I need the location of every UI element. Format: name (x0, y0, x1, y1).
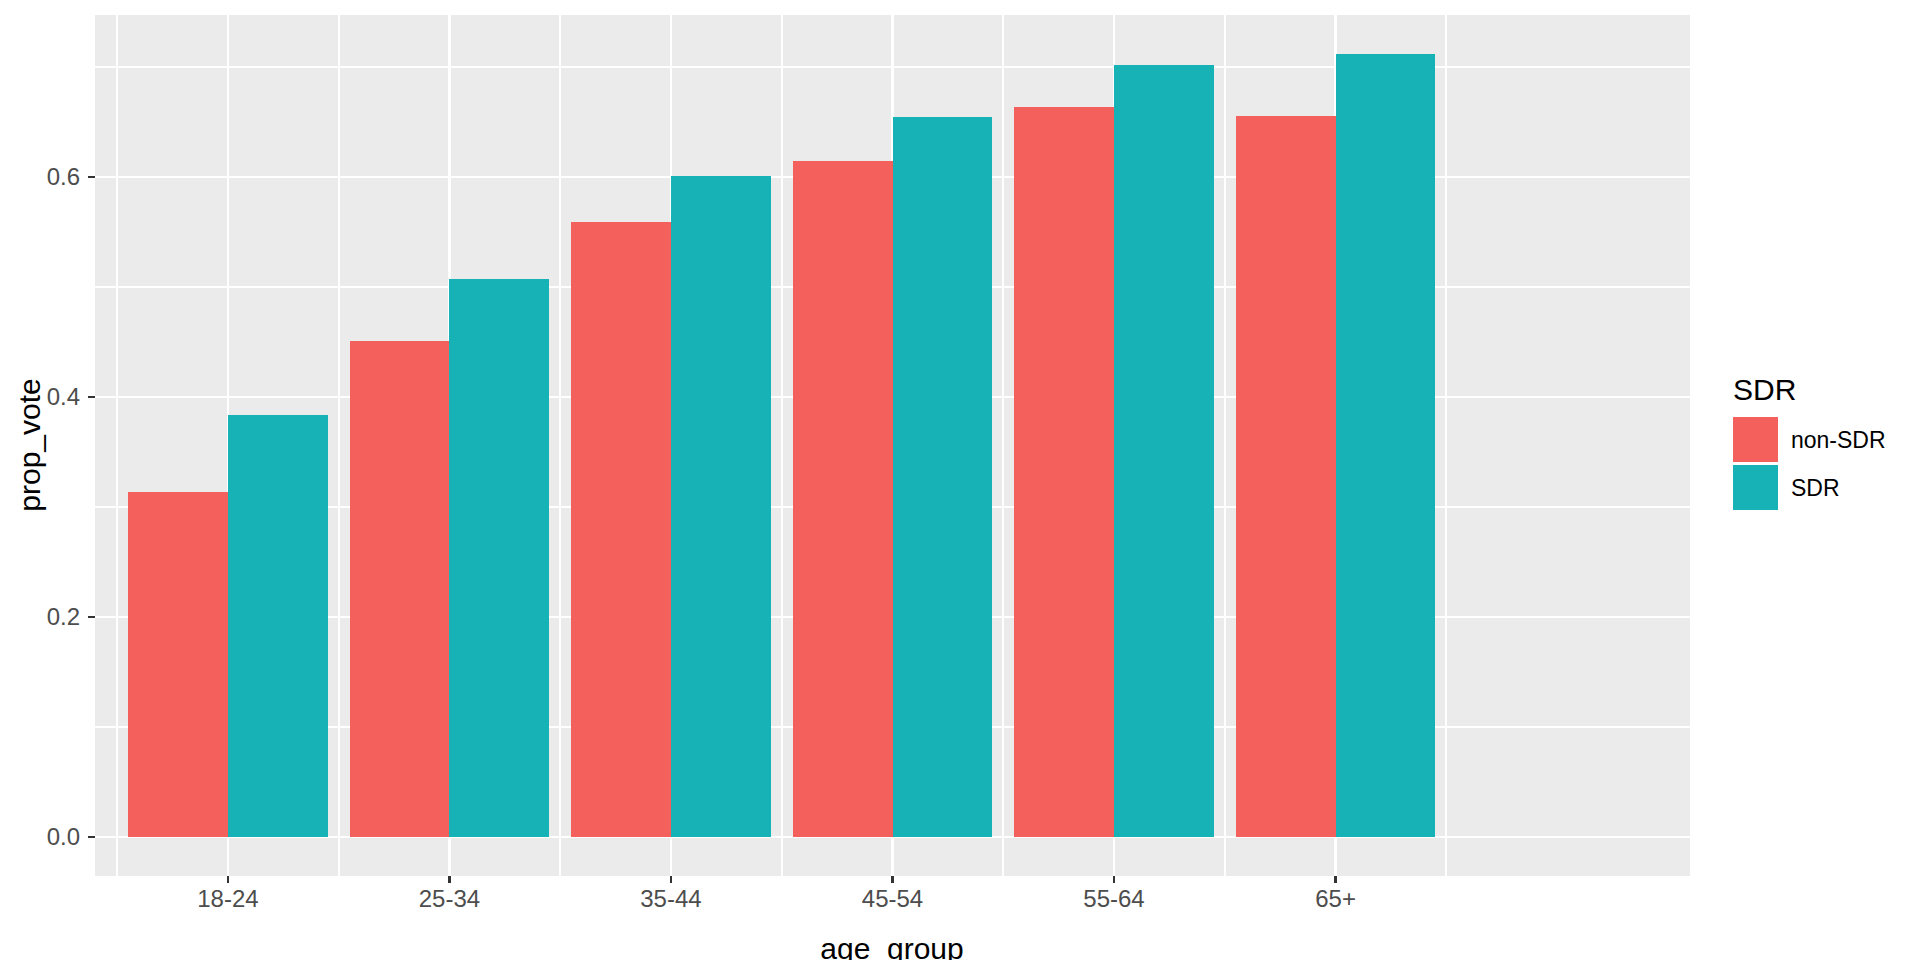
y-tick-label: 0.0 (10, 824, 80, 850)
bar-sdr-45-54 (893, 117, 993, 837)
minor-gridline-x (1445, 15, 1447, 876)
minor-gridline-x (559, 15, 561, 876)
bar-sdr-18-24 (228, 415, 328, 837)
minor-gridline-x (338, 15, 340, 876)
minor-gridline-x (781, 15, 783, 876)
y-tick-label: 0.2 (10, 604, 80, 630)
y-axis-tick (88, 396, 95, 399)
legend-label: non-SDR (1791, 428, 1886, 452)
legend-items: non-SDR SDR (1733, 417, 1886, 510)
minor-gridline-x (1224, 15, 1226, 876)
x-axis-tick (670, 876, 673, 883)
plot-panel (95, 15, 1690, 876)
x-axis-tick (1334, 876, 1337, 883)
x-axis-tick (891, 876, 894, 883)
bar-non-sdr-25-34 (350, 341, 450, 837)
legend-item-non-sdr: non-SDR (1733, 417, 1886, 462)
y-axis-tick (88, 176, 95, 179)
minor-gridline-x (116, 15, 118, 876)
y-axis-tick (88, 616, 95, 619)
bar-sdr-25-34 (449, 279, 549, 837)
x-axis-title: age_group (742, 934, 1042, 960)
x-tick-label: 25-34 (369, 886, 529, 912)
legend-title: SDR (1733, 375, 1886, 405)
bar-sdr-35-44 (671, 176, 771, 837)
bar-non-sdr-65+ (1236, 116, 1336, 837)
bar-non-sdr-35-44 (571, 222, 671, 837)
x-tick-label: 55-64 (1034, 886, 1194, 912)
y-axis-tick (88, 836, 95, 839)
legend-item-sdr: SDR (1733, 465, 1886, 510)
x-axis-tick (1113, 876, 1116, 883)
bar-non-sdr-55-64 (1014, 107, 1114, 837)
legend-key-swatch (1733, 417, 1778, 462)
x-axis-tick (448, 876, 451, 883)
x-tick-label: 65+ (1256, 886, 1416, 912)
legend: SDR non-SDR SDR (1733, 375, 1886, 513)
legend-label: SDR (1791, 476, 1840, 500)
y-axis-title: prop_vote (15, 378, 45, 511)
bar-sdr-55-64 (1114, 65, 1214, 837)
x-tick-label: 35-44 (591, 886, 751, 912)
bar-sdr-65+ (1336, 54, 1436, 837)
legend-key-swatch (1733, 465, 1778, 510)
bar-non-sdr-45-54 (793, 161, 893, 837)
x-axis-tick (227, 876, 230, 883)
x-tick-label: 45-54 (813, 886, 973, 912)
bar-chart-figure: 0.00.20.40.618-2425-3435-4445-5455-6465+… (0, 0, 1920, 960)
x-tick-label: 18-24 (148, 886, 308, 912)
y-tick-label: 0.6 (10, 164, 80, 190)
minor-gridline-x (1002, 15, 1004, 876)
bar-non-sdr-18-24 (128, 492, 228, 837)
